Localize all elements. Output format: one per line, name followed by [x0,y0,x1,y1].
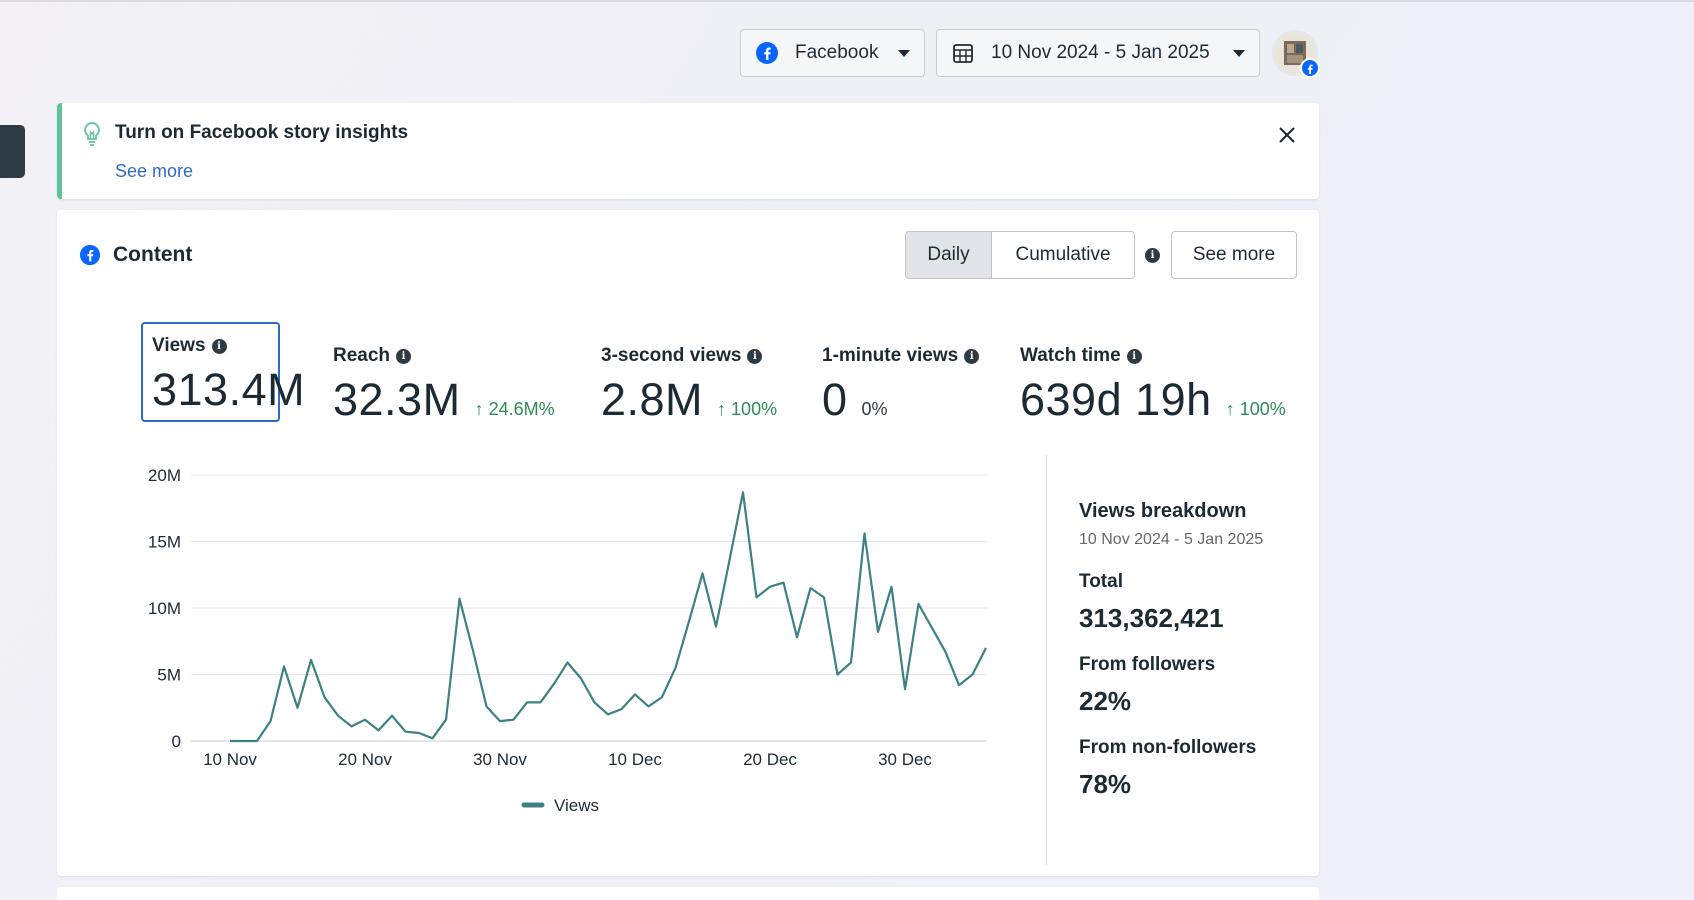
metric-1m-change: 0% [861,399,888,419]
metric-watch-time[interactable]: Watch time i 639d 19h ↑ 100% [1020,322,1294,424]
chevron-down-icon [1233,49,1245,57]
breakdown-total-value: 313,362,421 [1079,603,1224,633]
notice-see-more-link[interactable]: See more [115,161,194,181]
info-icon[interactable]: i [747,348,763,364]
metric-watch-change: ↑ 100% [1225,399,1286,419]
metric-views[interactable]: Views i 313.4M [141,322,305,422]
account-avatar[interactable] [1272,30,1320,78]
views-breakdown: Views breakdown 10 Nov 2024 - 5 Jan 2025… [1079,500,1309,800]
info-icon[interactable]: i [396,348,412,364]
x-tick-label: 20 Dec [743,750,797,769]
metric-views-value: 313.4M [152,364,306,415]
metric-reach-value-row: 32.3M ↑ 24.6M% [333,374,555,424]
metric-3s-change: ↑ 100% [717,399,778,419]
metric-reach-label: Reach [333,345,391,366]
y-tick-label: 0 [172,732,181,751]
metric-watch-value: 639d 19h [1020,374,1212,424]
see-more-button[interactable]: See more [1171,231,1297,279]
metric-3s-label: 3-second views [601,345,742,366]
info-icon[interactable]: i [1145,248,1160,263]
date-range-selector[interactable]: 10 Nov 2024 - 5 Jan 2025 [936,29,1260,77]
x-tick-label: 20 Nov [338,750,392,769]
info-icon[interactable]: i [1126,348,1142,364]
x-tick-label: 30 Dec [878,750,932,769]
legend-label: Views [554,796,599,815]
metric-watch-name: Watch time i [1020,345,1142,367]
facebook-badge-icon [1300,58,1320,78]
daily-option[interactable]: Daily [906,232,992,278]
metric-watch-value-row: 639d 19h ↑ 100% [1020,374,1286,424]
info-icon[interactable]: i [964,348,980,364]
daily-cumulative-toggle: Daily Cumulative [905,231,1135,279]
platform-label: Facebook [795,42,879,63]
breakdown-nonfollowers-label: From non-followers [1079,737,1257,758]
breakdown-date-range: 10 Nov 2024 - 5 Jan 2025 [1079,531,1264,548]
platform-selector[interactable]: Facebook [740,29,925,77]
calendar-icon [951,41,975,65]
facebook-icon [79,244,101,266]
date-range-label: 10 Nov 2024 - 5 Jan 2025 [991,42,1210,63]
x-tick-label: 10 Nov [203,750,257,769]
metric-1m-value-row: 0 0% [822,374,888,424]
breakdown-total-label: Total [1079,571,1123,592]
content-heading: Content [79,243,192,267]
story-insights-notice: Turn on Facebook story insights See more [57,103,1319,199]
x-tick-label: 30 Nov [473,750,527,769]
next-card [57,887,1319,900]
metric-views-name: Views i [152,335,227,357]
side-panel-tab[interactable] [0,125,25,178]
breakdown-followers-value: 22% [1079,686,1132,716]
y-tick-label: 5M [157,666,181,685]
metric-views-label: Views [152,335,206,356]
metric-1m-name: 1-minute views i [822,345,980,367]
metric-reach-name: Reach i [333,345,412,367]
notice-title: Turn on Facebook story insights [115,122,409,143]
metric-reach-change: ↑ 24.6M% [474,399,555,419]
breakdown-title: Views breakdown [1079,500,1247,522]
info-icon[interactable]: i [211,338,227,354]
top-border [0,0,1694,2]
breakdown-followers-label: From followers [1079,654,1216,675]
metric-reach[interactable]: Reach i 32.3M ↑ 24.6M% [333,322,573,424]
metric-3-second-views[interactable]: 3-second views i 2.8M ↑ 100% [601,322,801,424]
y-tick-label: 20M [148,466,181,485]
panel-divider [1046,455,1047,865]
chevron-down-icon [898,49,910,57]
views-line-chart: 0 5M 10M 15M 20M 10 Nov 20 Nov 30 Nov 10 Dec 20 D… [148,466,987,815]
metric-watch-label: Watch time [1020,345,1121,366]
y-tick-label: 10M [148,599,181,618]
content-card: Content Daily Cumulative i See more View… [57,210,1319,876]
breakdown-nonfollowers-value: 78% [1079,769,1132,799]
close-icon[interactable] [1273,121,1301,149]
metric-reach-value: 32.3M [333,374,461,424]
y-tick-label: 15M [148,533,181,552]
cumulative-option[interactable]: Cumulative [992,232,1134,278]
content-title: Content [113,243,193,266]
x-tick-label: 10 Dec [608,750,662,769]
metric-1m-label: 1-minute views [822,345,959,366]
metric-1-minute-views[interactable]: 1-minute views i 0 0% [822,322,992,424]
views-series-line [230,491,987,743]
metric-1m-value: 0 [822,374,848,424]
metric-3s-value: 2.8M [601,374,704,424]
lightbulb-icon [84,122,100,146]
facebook-icon [755,41,779,65]
metrics-row: Views i 313.4M Reach i 32.3M ↑ 24.6M% 3-sec… [84,322,1294,424]
metric-3s-value-row: 2.8M ↑ 100% [601,374,777,424]
metric-3s-name: 3-second views i [601,345,763,367]
